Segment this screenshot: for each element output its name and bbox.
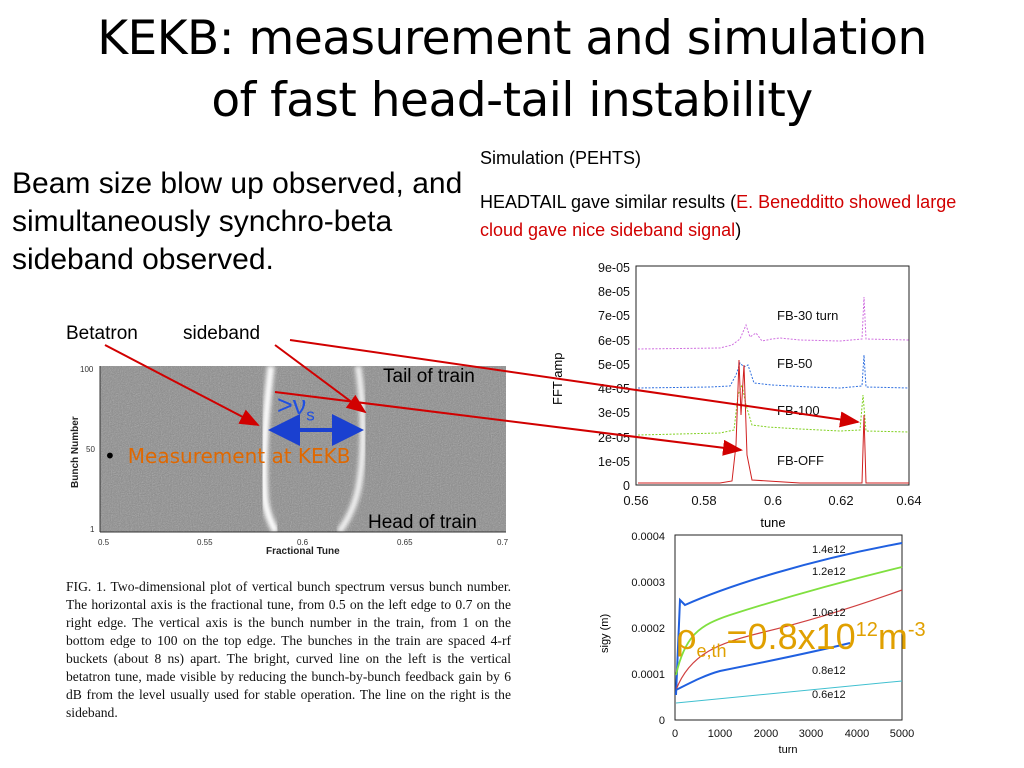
headtail-red-text: E. Benedditto showed large cloud gave ni… (480, 192, 957, 240)
sigy-frame (674, 534, 903, 721)
betatron-line (260, 365, 280, 534)
fft-frame (635, 265, 910, 486)
fft-label: FB-30 turn (777, 308, 838, 323)
sideband-label: sideband (183, 323, 261, 344)
nu-s-text: >ν (277, 390, 307, 420)
fft-x-tick: 0.56 (623, 493, 648, 508)
observation-text: Beam size blow up observed, and simultan… (12, 167, 463, 276)
rho-unit-exp: -3 (907, 619, 926, 641)
sigy-curve-1.2e12 (675, 566, 903, 676)
meas-x-tick: 0.7 (497, 538, 509, 547)
fft-xlabel: tune (760, 515, 785, 530)
sigy-x-tick: 4000 (845, 728, 869, 740)
rho-unit: m (877, 616, 908, 657)
sigy-curve-1.0e12 (675, 589, 903, 691)
sigy-label: 1.4e12 (812, 544, 846, 556)
sigy-curve-0.8e12 (675, 642, 851, 691)
meas-x-tick: 0.65 (397, 538, 413, 547)
bullet-item: • Measurement at KEKB (104, 444, 351, 468)
fft-label: FB-OFF (777, 453, 824, 468)
fft-ylabel: FFT amp (550, 353, 565, 406)
meas-y-tick: 1 (90, 525, 95, 534)
fft-y-tick: 5e-05 (598, 358, 630, 372)
synchrotron-tune-label: >νs (277, 390, 315, 425)
headtail-prefix: HEADTAIL gave similar results ( (480, 192, 737, 212)
meas-x-tick: 0.55 (197, 538, 213, 547)
fft-label: FB-100 (777, 403, 820, 418)
tail-of-train-label: Tail of train (383, 366, 475, 387)
fft-x-tick: 0.58 (691, 493, 716, 508)
sigy-y-tick: 0.0004 (631, 531, 665, 543)
rho-eq: =0.8x10 (726, 616, 856, 657)
fft-x-tick: 0.64 (896, 493, 921, 508)
fft-y-tick: 2e-05 (598, 431, 630, 445)
meas-y-tick: 100 (80, 365, 94, 374)
fft-y-tick: 0 (623, 479, 630, 493)
nu-s-sub: s (306, 405, 315, 425)
sigy-y-tick: 0.0003 (631, 577, 665, 589)
fft-y-tick: 7e-05 (598, 309, 630, 323)
fft-y-tick: 1e-05 (598, 455, 630, 469)
sigy-label: 0.8e12 (812, 665, 846, 677)
rho-sub: e,th (696, 641, 727, 662)
sigy-x-tick: 5000 (890, 728, 914, 740)
fft-label: FB-50 (777, 356, 812, 371)
sigy-x-tick: 1000 (708, 728, 732, 740)
sigy-y-tick: 0.0001 (631, 669, 665, 681)
fft-plot: 9e-05 8e-05 7e-05 6e-05 5e-05 4e-05 3e-0… (550, 261, 922, 530)
simulation-label: Simulation (PEHTS) (480, 148, 642, 168)
fft-y-tick: 9e-05 (598, 261, 630, 275)
head-of-train-label: Head of train (368, 512, 477, 533)
slide-title: KEKB: measurement and simulation of fast… (0, 8, 1024, 132)
bullet-marker: • (104, 444, 116, 468)
meas-xlabel: Fractional Tune (266, 546, 340, 557)
figure-caption: FIG. 1. Two-dimensional plot of vertical… (66, 579, 511, 720)
sigy-y-tick: 0 (659, 715, 665, 727)
fft-x-tick: 0.62 (828, 493, 853, 508)
headtail-note: HEADTAIL gave similar results (E. Benedd… (480, 188, 1000, 244)
fft-y-tick: 3e-05 (598, 406, 630, 420)
meas-x-tick: 0.5 (98, 538, 110, 547)
meas-ylabel: Bunch Number (70, 416, 81, 488)
fft-y-tick: 6e-05 (598, 334, 630, 348)
rho-threshold: ρe,th=0.8x1012m-3 (676, 616, 926, 662)
sigy-plot: 0.0004 0.0003 0.0002 0.0001 0 0 1000 200… (599, 531, 914, 756)
sigy-y-tick: 0.0002 (631, 623, 665, 635)
bullet-text: Measurement at KEKB (127, 444, 351, 468)
sigy-curve-0.6e12 (675, 680, 903, 704)
sigy-label: 1.2e12 (812, 566, 846, 578)
headtail-suffix: ) (735, 220, 742, 240)
fft-x-tick: 0.6 (764, 493, 782, 508)
sigy-label: 1.0e12 (812, 607, 846, 619)
fft-y-tick: 4e-05 (598, 382, 630, 396)
rho-symbol: ρ (676, 616, 697, 657)
sigy-x-tick: 2000 (754, 728, 778, 740)
meas-y-tick: 50 (86, 445, 95, 454)
title-line-2: of fast head-tail instability (211, 73, 813, 128)
sigy-xlabel: turn (779, 744, 798, 756)
fft-y-tick: 8e-05 (598, 285, 630, 299)
sigy-label: 0.6e12 (812, 689, 846, 701)
sigy-x-tick: 3000 (799, 728, 823, 740)
sigy-curve-1.4e12 (675, 542, 903, 696)
meas-x-tick: 0.6 (297, 538, 309, 547)
sigy-x-tick: 0 (672, 728, 678, 740)
title-line-1: KEKB: measurement and simulation (97, 11, 927, 66)
sigy-ylabel: sigy (m) (599, 614, 611, 653)
rho-exp: 12 (855, 619, 878, 641)
betatron-label: Betatron (66, 323, 138, 344)
